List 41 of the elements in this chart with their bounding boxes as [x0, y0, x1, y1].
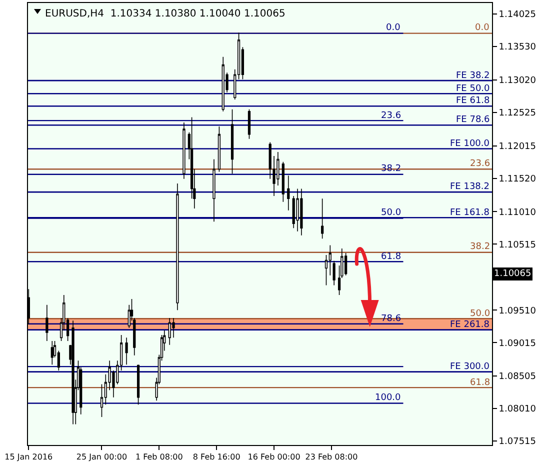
y-tick-label: 1.09015 — [498, 338, 536, 349]
y-tick-label: 1.09510 — [498, 306, 536, 316]
x-tick-label: 8 Feb 16:00 — [192, 452, 240, 462]
series-label: 23.6 — [470, 159, 490, 169]
series-label: 50.0 — [381, 208, 402, 218]
y-tick-label: 1.12015 — [498, 142, 536, 152]
x-tick-label: 15 Jan 2016 — [4, 452, 53, 462]
ref-line-label: FE 261.8 — [450, 320, 490, 330]
ref-line-label: FE 61.8 — [456, 96, 490, 106]
series-label: 0.0 — [386, 23, 401, 33]
y-tick-label: 1.08010 — [498, 404, 536, 415]
series-label: 38.2 — [470, 242, 490, 252]
x-tick-label: 1 Feb 08:00 — [135, 452, 183, 462]
ref-line-label: FE 100.0 — [450, 139, 490, 149]
y-tick-label: 1.11010 — [498, 208, 536, 218]
series-label: 61.8 — [470, 378, 490, 388]
text: EURUSD,H4 1.10334 1.10380 1.10040 1.10065 — [45, 8, 286, 20]
x-tick-label: 16 Feb 00:00 — [248, 452, 300, 462]
y-tick-label: 1.07515 — [498, 437, 536, 448]
series-label: 78.6 — [381, 314, 402, 324]
ref-line-label: FE 78.6 — [456, 115, 490, 125]
y-tick-label: 1.10515 — [498, 240, 536, 250]
series-label: 50.0 — [470, 309, 490, 319]
ref-line-label: FE 50.0 — [456, 84, 490, 94]
annotation: 1.10065 — [494, 269, 532, 279]
ref-line-label: FE 38.2 — [456, 71, 490, 81]
y-tick-label: 1.12525 — [498, 108, 536, 118]
x-tick-label: 23 Feb 08:00 — [305, 452, 358, 462]
series-label: 61.8 — [381, 252, 402, 262]
y-tick-label: 1.14025 — [498, 10, 536, 20]
series-label: 100.0 — [375, 393, 402, 403]
y-tick-label: 1.13530 — [498, 42, 536, 53]
y-tick-label: 1.11520 — [498, 174, 536, 184]
ref-line-label: FE 138.2 — [450, 182, 490, 192]
y-tick-label: 1.08505 — [498, 372, 536, 382]
ref-line-label: FE 161.8 — [450, 208, 490, 218]
series-label: 23.6 — [381, 111, 402, 121]
y-tick-label: 1.13020 — [498, 76, 536, 86]
x-tick-label: 25 Jan 00:00 — [76, 452, 128, 462]
series-label: 0.0 — [475, 23, 490, 33]
ref-line-label: FE 300.0 — [450, 362, 490, 372]
